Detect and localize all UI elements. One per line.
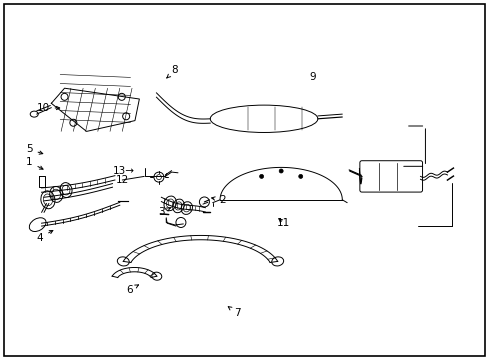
Text: 12: 12 [115, 175, 129, 185]
Circle shape [259, 174, 263, 179]
Text: 8: 8 [166, 65, 178, 78]
Text: 6: 6 [126, 285, 138, 295]
Text: 2: 2 [211, 195, 225, 205]
Text: 10: 10 [37, 103, 60, 113]
Text: 11: 11 [276, 218, 290, 228]
Text: 1: 1 [26, 157, 43, 169]
Text: 9: 9 [309, 72, 316, 82]
Text: 7: 7 [228, 307, 240, 318]
Text: 5: 5 [26, 144, 42, 154]
Text: 4: 4 [37, 230, 53, 243]
Circle shape [298, 174, 302, 179]
Text: 13→: 13→ [112, 166, 134, 176]
Text: 3: 3 [158, 207, 170, 217]
Circle shape [279, 169, 283, 173]
